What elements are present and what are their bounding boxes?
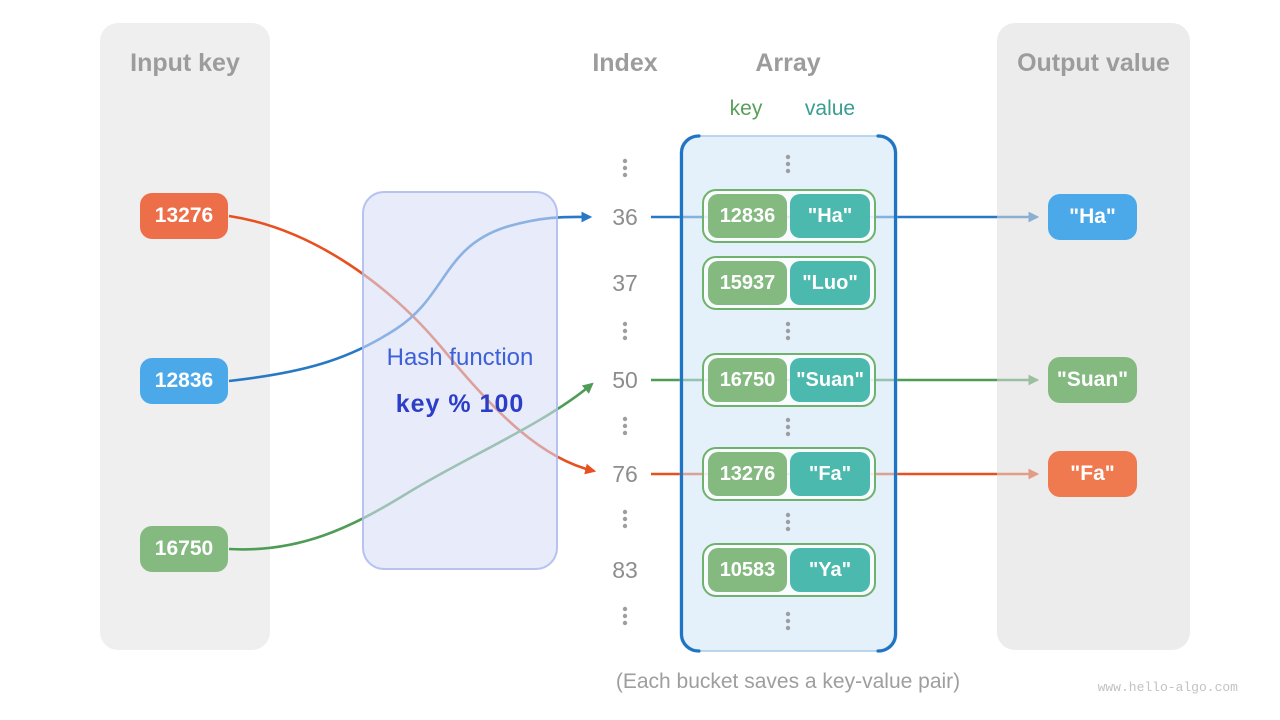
bucket-row: 10583 "Ya" [702,543,876,597]
output-value-ha: "Ha" [1048,194,1137,240]
bucket-value: "Suan" [790,358,870,402]
index-76: 76 [612,461,638,487]
bucket-row: 13276 "Fa" [702,447,876,501]
bucket-key: 16750 [708,358,787,402]
bucket-key: 13276 [708,452,787,496]
index-37: 37 [612,270,638,296]
watermark-url: www.hello-algo.com [1097,680,1238,695]
output-value-fa: "Fa" [1048,451,1137,497]
index-50: 50 [612,367,638,393]
bucket-key: 10583 [708,548,787,592]
bucket-row: 16750 "Suan" [702,353,876,407]
array-panel-title: Array [755,49,821,77]
bucket-key: 15937 [708,261,787,305]
index-83: 83 [612,557,638,583]
bucket-row: 12836 "Ha" [702,189,876,243]
bucket-value: "Ya" [790,548,870,592]
input-panel-title: Input key [130,49,240,77]
bucket-value: "Ha" [790,194,870,238]
input-key-16750: 16750 [140,526,228,572]
output-value-panel [997,23,1190,650]
array-ellipsis-icons [785,154,791,631]
index-ellipsis-icons [622,158,628,626]
output-value-suan: "Suan" [1048,357,1137,403]
value-column-header: value [804,97,856,120]
input-key-13276: 13276 [140,193,228,239]
key-column-header: key [729,97,763,120]
bucket-value: "Luo" [790,261,870,305]
hash-function-box [362,191,558,570]
hash-function-formula: key % 100 [395,390,525,418]
index-36: 36 [612,204,638,230]
index-column-title: Index [592,49,658,77]
hash-function-label: Hash function [386,344,534,371]
bucket-value: "Fa" [790,452,870,496]
input-key-12836: 12836 [140,358,228,404]
bucket-row: 15937 "Luo" [702,256,876,310]
bucket-key: 12836 [708,194,787,238]
output-panel-title: Output value [1017,49,1170,77]
figure-caption: (Each bucket saves a key-value pair) [615,670,961,693]
